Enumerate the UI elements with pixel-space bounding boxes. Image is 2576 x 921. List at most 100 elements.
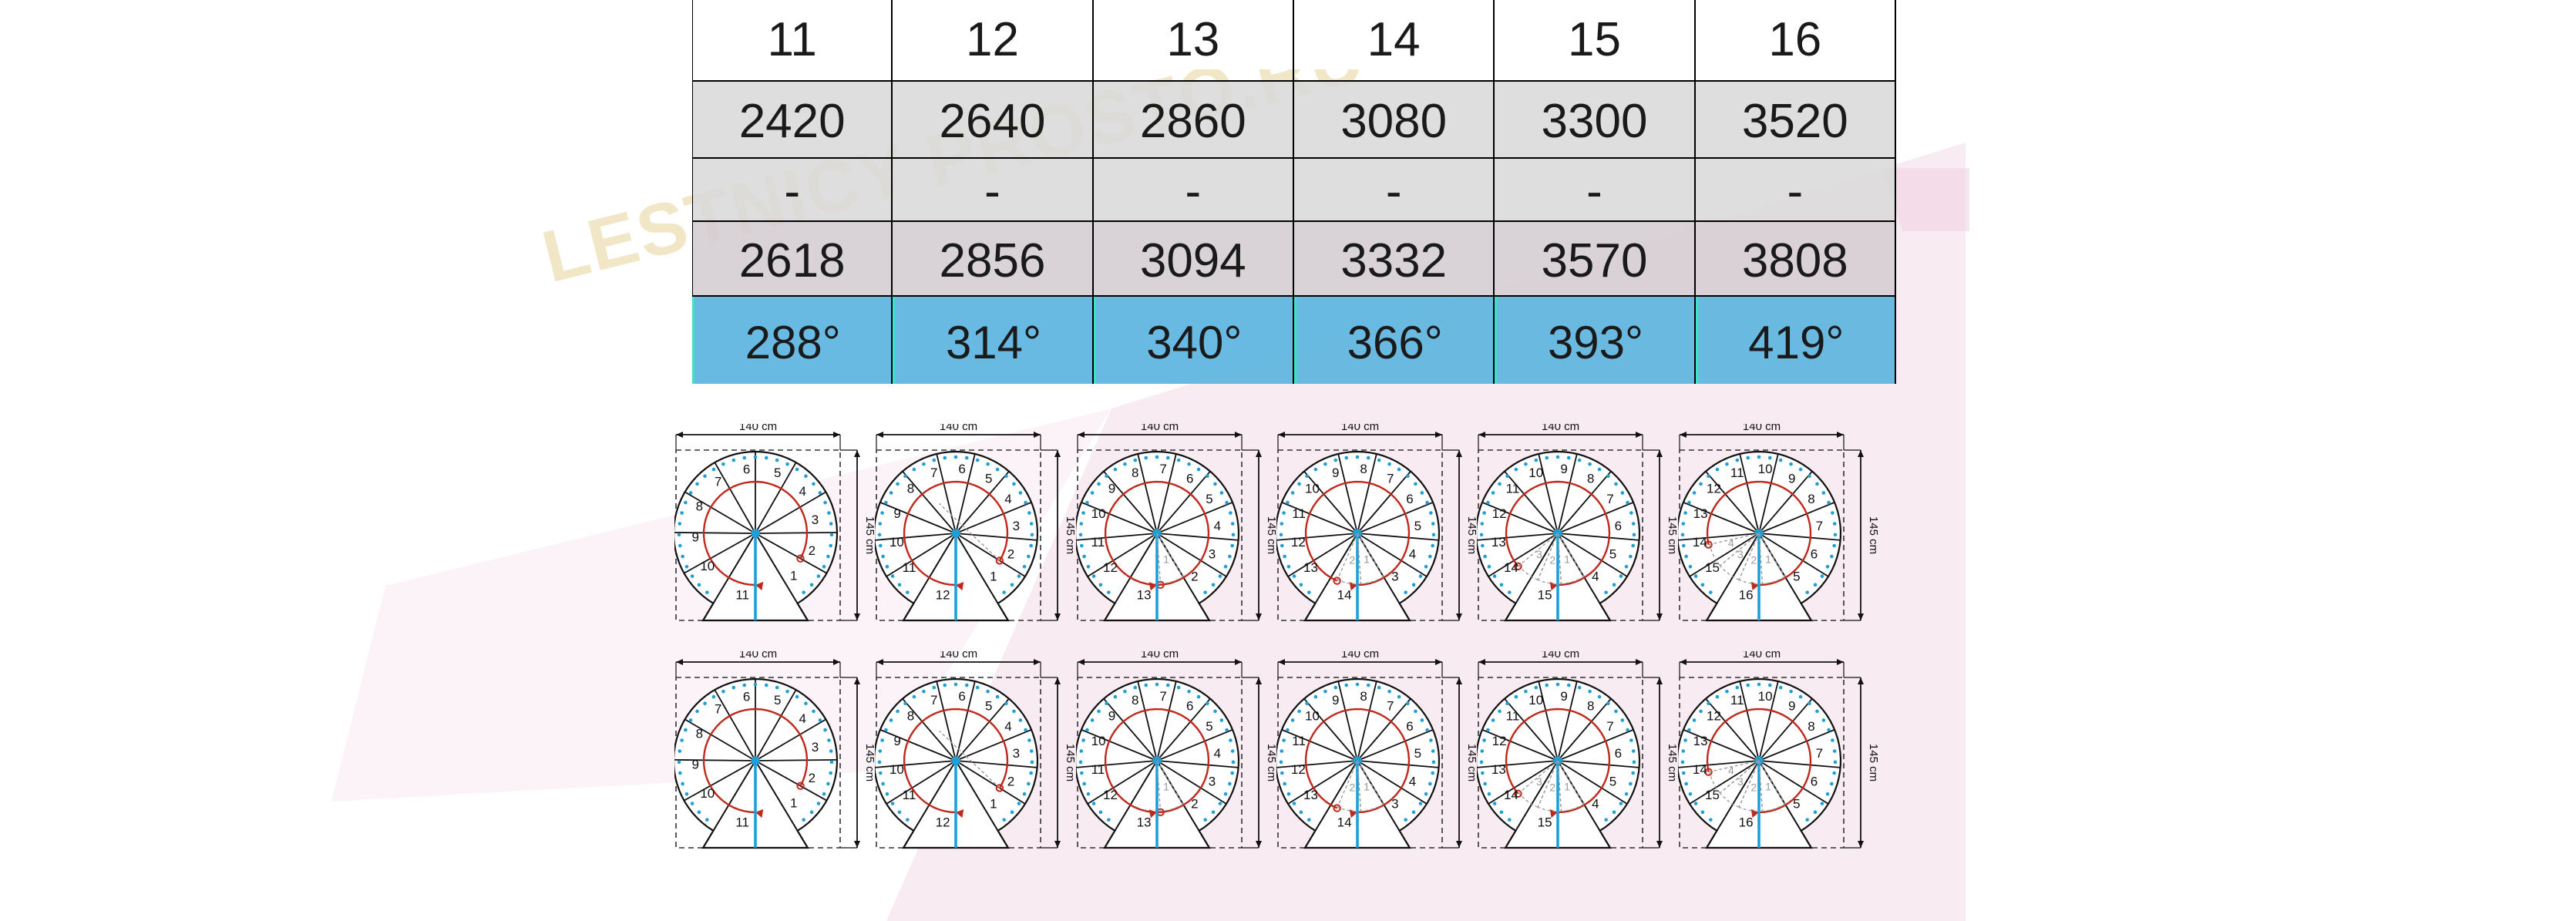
- svg-text:140 cm: 140 cm: [1141, 651, 1179, 660]
- svg-text:140 cm: 140 cm: [1743, 424, 1781, 433]
- svg-text:9: 9: [1332, 466, 1339, 480]
- svg-text:2: 2: [1550, 554, 1556, 566]
- svg-text:7: 7: [1607, 492, 1614, 506]
- svg-text:10: 10: [1529, 693, 1544, 708]
- svg-text:9: 9: [1788, 471, 1795, 486]
- svg-text:4: 4: [1728, 537, 1734, 550]
- svg-text:140 cm: 140 cm: [1141, 424, 1179, 433]
- svg-text:3: 3: [812, 740, 819, 755]
- svg-text:8: 8: [907, 709, 914, 724]
- svg-text:4: 4: [1213, 746, 1220, 761]
- svg-text:13: 13: [1303, 788, 1318, 802]
- svg-text:140 cm: 140 cm: [1542, 424, 1579, 433]
- svg-text:13: 13: [1136, 587, 1151, 602]
- svg-text:9: 9: [1332, 693, 1339, 708]
- svg-text:140 cm: 140 cm: [1743, 651, 1781, 660]
- svg-text:5: 5: [985, 698, 992, 713]
- svg-text:4: 4: [1592, 796, 1599, 811]
- svg-text:7: 7: [715, 701, 721, 716]
- svg-text:2: 2: [1750, 782, 1757, 794]
- svg-text:5: 5: [774, 693, 781, 708]
- svg-text:12: 12: [1492, 506, 1507, 521]
- svg-text:10: 10: [700, 786, 715, 801]
- svg-text:13: 13: [1136, 815, 1151, 829]
- svg-text:9: 9: [1788, 698, 1795, 713]
- svg-text:4: 4: [1005, 492, 1012, 506]
- svg-text:5: 5: [1206, 492, 1212, 506]
- svg-text:11: 11: [903, 788, 916, 802]
- svg-text:6: 6: [959, 462, 966, 476]
- svg-text:3: 3: [812, 513, 819, 527]
- svg-text:5: 5: [1793, 796, 1800, 811]
- svg-text:4: 4: [799, 711, 805, 726]
- svg-text:11: 11: [1292, 506, 1306, 521]
- svg-text:4: 4: [1728, 765, 1734, 777]
- svg-text:7: 7: [1387, 698, 1394, 713]
- svg-text:8: 8: [1360, 689, 1367, 704]
- svg-text:10: 10: [1305, 482, 1320, 496]
- svg-text:6: 6: [1615, 746, 1622, 761]
- svg-text:16: 16: [1738, 587, 1753, 602]
- svg-text:7: 7: [1387, 471, 1394, 486]
- svg-text:6: 6: [1406, 492, 1413, 506]
- svg-text:15: 15: [1705, 560, 1720, 575]
- svg-text:2: 2: [809, 771, 816, 785]
- svg-text:9: 9: [1561, 462, 1568, 476]
- svg-text:10: 10: [1757, 462, 1772, 476]
- svg-text:1: 1: [1564, 780, 1570, 792]
- svg-text:6: 6: [959, 689, 966, 704]
- svg-text:7: 7: [1159, 462, 1166, 476]
- svg-text:3: 3: [1013, 519, 1020, 533]
- svg-text:140 cm: 140 cm: [1341, 651, 1379, 660]
- svg-text:12: 12: [1103, 560, 1118, 575]
- svg-text:4: 4: [1213, 519, 1220, 533]
- svg-text:7: 7: [715, 474, 721, 489]
- svg-text:6: 6: [1810, 546, 1817, 561]
- svg-text:2: 2: [1349, 554, 1355, 566]
- svg-text:2: 2: [1191, 569, 1198, 583]
- svg-text:1: 1: [1364, 553, 1370, 565]
- svg-text:6: 6: [1186, 471, 1193, 486]
- svg-text:12: 12: [936, 815, 950, 829]
- svg-text:14: 14: [1337, 815, 1352, 829]
- svg-text:11: 11: [1506, 482, 1520, 496]
- svg-text:1: 1: [1163, 780, 1169, 792]
- svg-text:6: 6: [1406, 719, 1413, 734]
- svg-text:11: 11: [1292, 734, 1306, 748]
- svg-text:140 cm: 140 cm: [1542, 651, 1579, 660]
- svg-text:1: 1: [1163, 553, 1169, 565]
- svg-text:2: 2: [1750, 554, 1757, 566]
- svg-text:1: 1: [1765, 553, 1771, 565]
- svg-text:11: 11: [1730, 693, 1744, 708]
- svg-text:9: 9: [692, 758, 699, 772]
- svg-text:4: 4: [1409, 546, 1416, 561]
- svg-text:12: 12: [1707, 709, 1721, 724]
- svg-text:10: 10: [700, 559, 715, 573]
- svg-text:2: 2: [1550, 782, 1556, 794]
- svg-text:11: 11: [1730, 466, 1744, 480]
- svg-text:6: 6: [1615, 519, 1622, 533]
- svg-text:8: 8: [1360, 462, 1367, 476]
- svg-text:5: 5: [985, 471, 992, 486]
- svg-text:2: 2: [1191, 796, 1198, 811]
- svg-text:4: 4: [1592, 569, 1599, 583]
- svg-text:3: 3: [1737, 548, 1744, 560]
- svg-text:13: 13: [1491, 535, 1506, 550]
- svg-text:140 cm: 140 cm: [1341, 424, 1379, 433]
- svg-text:10: 10: [1091, 734, 1105, 748]
- svg-text:3: 3: [1536, 775, 1542, 788]
- svg-text:3: 3: [1536, 548, 1542, 560]
- svg-text:13: 13: [1491, 762, 1506, 777]
- svg-text:5: 5: [1609, 546, 1616, 561]
- svg-text:14: 14: [1504, 788, 1518, 802]
- svg-text:7: 7: [1815, 746, 1822, 761]
- svg-text:5: 5: [1793, 569, 1800, 583]
- svg-text:7: 7: [930, 466, 937, 480]
- svg-text:15: 15: [1538, 587, 1552, 602]
- svg-text:4: 4: [1409, 774, 1416, 788]
- svg-text:10: 10: [1305, 709, 1320, 724]
- svg-text:9: 9: [1561, 689, 1568, 704]
- svg-text:4: 4: [799, 484, 805, 499]
- svg-text:3: 3: [1208, 774, 1215, 788]
- svg-text:1: 1: [790, 569, 797, 583]
